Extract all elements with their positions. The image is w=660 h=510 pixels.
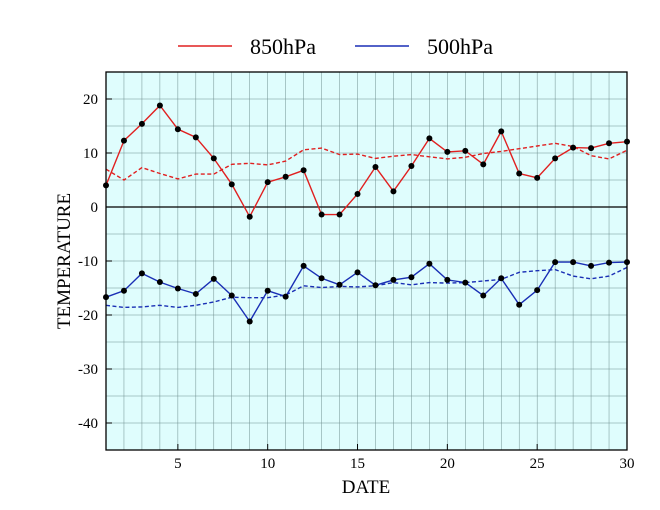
data-point-500hpa (336, 281, 343, 288)
data-point-500hpa (498, 275, 505, 282)
data-point-500hpa (570, 259, 577, 266)
data-point-850hpa (516, 170, 523, 177)
data-point-850hpa (498, 128, 505, 135)
legend: 850hPa 500hPa (178, 34, 493, 59)
series-layer (103, 102, 630, 325)
data-point-500hpa (480, 292, 487, 299)
data-point-500hpa (174, 285, 181, 292)
data-point-850hpa (264, 179, 271, 186)
x-tick-label: 10 (260, 456, 275, 472)
data-point-500hpa (408, 274, 415, 281)
data-point-500hpa (210, 275, 217, 282)
y-tick-label: 0 (91, 200, 99, 216)
data-point-500hpa (120, 287, 127, 294)
x-tick-label: 25 (530, 456, 545, 472)
data-point-500hpa (588, 262, 595, 269)
y-axis: 20 10 0 -10 -20 -30 -40 (78, 92, 112, 432)
data-point-500hpa (156, 279, 163, 286)
x-tick-label: 5 (174, 456, 182, 472)
data-point-850hpa (354, 191, 361, 198)
x-tick-label: 15 (350, 456, 365, 472)
x-tick-label: 30 (620, 456, 635, 472)
data-point-500hpa (318, 275, 325, 282)
data-point-850hpa (246, 213, 253, 220)
data-point-500hpa (300, 262, 307, 269)
data-point-850hpa (156, 102, 163, 109)
x-tick-label: 20 (440, 456, 455, 472)
legend-label-500hpa: 500hPa (427, 34, 493, 59)
data-point-850hpa (318, 211, 325, 218)
data-point-850hpa (336, 211, 343, 218)
data-point-500hpa (246, 318, 253, 325)
x-axis-title: DATE (342, 477, 391, 498)
y-tick-label: 20 (83, 92, 98, 108)
data-point-850hpa (228, 181, 235, 188)
y-tick-label: -20 (78, 308, 98, 324)
data-point-850hpa (534, 174, 541, 181)
data-point-850hpa (426, 135, 433, 142)
data-point-500hpa (228, 292, 235, 299)
series-line-dashed-3 (105, 266, 628, 309)
y-tick-label: -10 (78, 254, 98, 270)
data-point-500hpa (462, 279, 469, 286)
data-point-850hpa (120, 137, 127, 144)
data-point-500hpa (444, 276, 451, 283)
data-point-850hpa (480, 161, 487, 168)
data-point-500hpa (372, 282, 379, 289)
data-point-500hpa (516, 301, 523, 308)
series-line-850hpa (105, 104, 628, 219)
x-axis: 5 10 15 20 25 30 (174, 444, 635, 472)
data-point-850hpa (552, 155, 559, 162)
data-point-850hpa (372, 164, 379, 171)
data-point-850hpa (570, 144, 577, 151)
data-point-850hpa (390, 188, 397, 195)
data-point-500hpa (282, 293, 289, 300)
data-point-850hpa (300, 167, 307, 174)
data-point-500hpa (534, 287, 541, 294)
y-axis-title: TEMPERATURE (54, 193, 75, 329)
data-point-850hpa (210, 155, 217, 162)
gridlines (106, 72, 627, 450)
data-point-500hpa (426, 260, 433, 267)
y-tick-label: -40 (78, 416, 98, 432)
data-point-850hpa (588, 145, 595, 152)
legend-label-850hpa: 850hPa (250, 34, 316, 59)
data-point-500hpa (390, 276, 397, 283)
data-point-500hpa (192, 290, 199, 297)
data-point-850hpa (408, 162, 415, 169)
data-point-850hpa (462, 147, 469, 154)
data-point-850hpa (174, 126, 181, 133)
data-point-500hpa (606, 259, 613, 266)
data-point-500hpa (552, 259, 559, 266)
data-point-850hpa (444, 148, 451, 155)
data-point-500hpa (138, 270, 145, 277)
y-tick-label: 10 (83, 146, 98, 162)
data-point-850hpa (282, 173, 289, 180)
data-point-850hpa (192, 134, 199, 141)
y-tick-label: -30 (78, 362, 98, 378)
series-line-500hpa (105, 261, 628, 323)
data-point-850hpa (138, 120, 145, 127)
data-point-850hpa (606, 140, 613, 147)
data-point-500hpa (264, 287, 271, 294)
data-point-500hpa (354, 269, 361, 276)
